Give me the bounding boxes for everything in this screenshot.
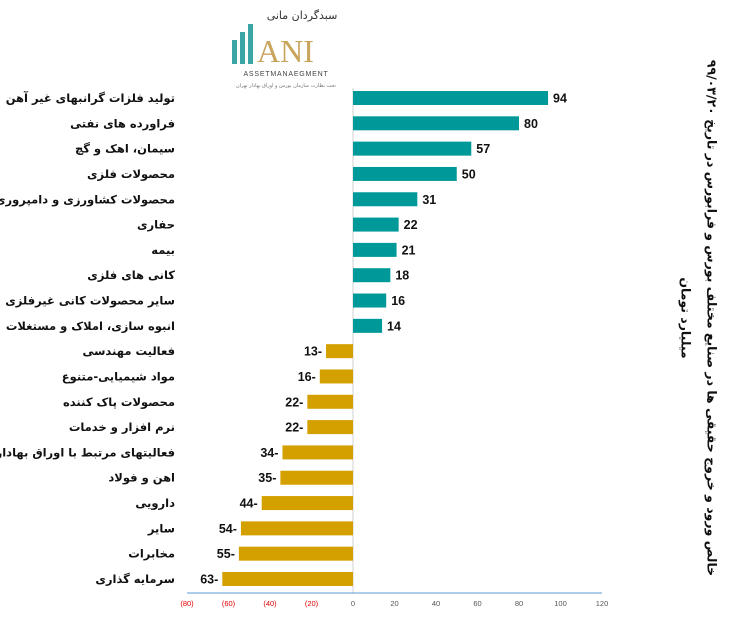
bar [319,369,353,384]
x-tick-label: 0 [351,599,355,608]
bar [222,572,353,586]
logo-wordmark: ANI [257,33,314,69]
category-label: سیمان، اهک و گچ [75,142,175,157]
bar [280,470,353,485]
bar [261,496,353,511]
data-label: 57 [476,142,490,156]
category-label: محصولات فلزی [87,167,175,182]
bar [353,91,549,105]
chart-subtitle: میلیارد تومان [678,277,694,359]
category-label: مخابرات [128,547,175,561]
bar [353,242,397,257]
bar [240,521,353,536]
category-label: سایر محصولات کانی غیرفلزی [5,294,175,309]
data-label: 13- [304,345,322,359]
data-label: 54- [219,522,237,536]
x-tick-label: 120 [596,599,609,608]
category-label: سایر [147,521,175,535]
category-label: مواد شیمیایی-متنوع [62,369,175,384]
category-label: نرم افزار و خدمات [69,420,175,435]
category-label: حفاری [137,218,175,232]
logo-tagline: ASSETMANAEGMENT [243,71,328,78]
data-label: 63- [200,573,218,587]
data-label: 18 [395,269,409,283]
bar [353,141,472,156]
data-label: 55- [217,547,235,561]
bar [353,217,399,232]
x-tick-label: 20 [390,599,398,608]
data-label: 34- [260,446,278,460]
category-label: فعالیت مهندسی [82,344,175,358]
data-label: 22- [285,395,303,409]
data-label: 31 [422,193,436,207]
bar [238,546,353,561]
data-label: 21 [402,243,416,257]
category-label: بیمه [151,243,175,257]
x-tick-label: 100 [554,599,567,608]
chart-title: خالص ورود و خروج حقیقی ها در صنایع مختلف… [704,59,720,577]
x-tick-label: 80 [515,599,523,608]
x-tick-label: (80) [180,599,194,608]
data-label: 80 [524,117,538,131]
category-label: انبوه سازی، املاک و مستغلات [6,319,175,334]
category-label: اهن و فولاد [108,471,175,486]
logo: سبدگردان مانی ANI ASSETMANAEGMENT تحت نظ… [226,4,346,90]
category-label: تولید فلزات گرانبهای غیر آهن [6,91,175,106]
category-label: سرمایه گذاری [95,572,175,586]
category-label: محصولات پاک کننده [63,395,175,410]
category-label: کانی های فلزی [87,268,175,282]
x-tick-label: 60 [473,599,481,608]
bar [353,268,391,283]
category-label: فراورده های نفتی [70,116,175,131]
data-label: 94 [553,92,567,106]
bar [353,192,418,207]
bar [282,445,353,460]
data-label: 16- [298,370,316,384]
data-label: 14 [387,319,401,333]
category-label: دارویی [135,496,175,511]
x-tick-label: (20) [305,599,319,608]
logo-subtext: تحت نظارت سازمان بورس و اوراق بهادار تهر… [236,83,337,89]
x-tick-label: 40 [432,599,440,608]
data-label: 50 [462,167,476,181]
data-label: 35- [258,471,276,485]
logo-persian-name: سبدگردان مانی [267,9,338,22]
x-tick-label: (40) [263,599,277,608]
data-label: 22 [404,218,418,232]
bar [353,116,519,131]
category-label: محصولات کشاورزی و دامپروری [0,192,175,207]
bar [353,166,457,181]
x-tick-label: (60) [222,599,236,608]
category-label: فعالیتهای مرتبط با اوراق بهادار [0,445,175,460]
data-label: 44- [240,497,258,511]
bar [353,293,387,308]
bar [353,318,383,333]
bar [307,394,353,409]
data-label: 22- [285,421,303,435]
data-label: 16 [391,294,405,308]
bar [326,344,353,359]
bar [307,420,353,435]
